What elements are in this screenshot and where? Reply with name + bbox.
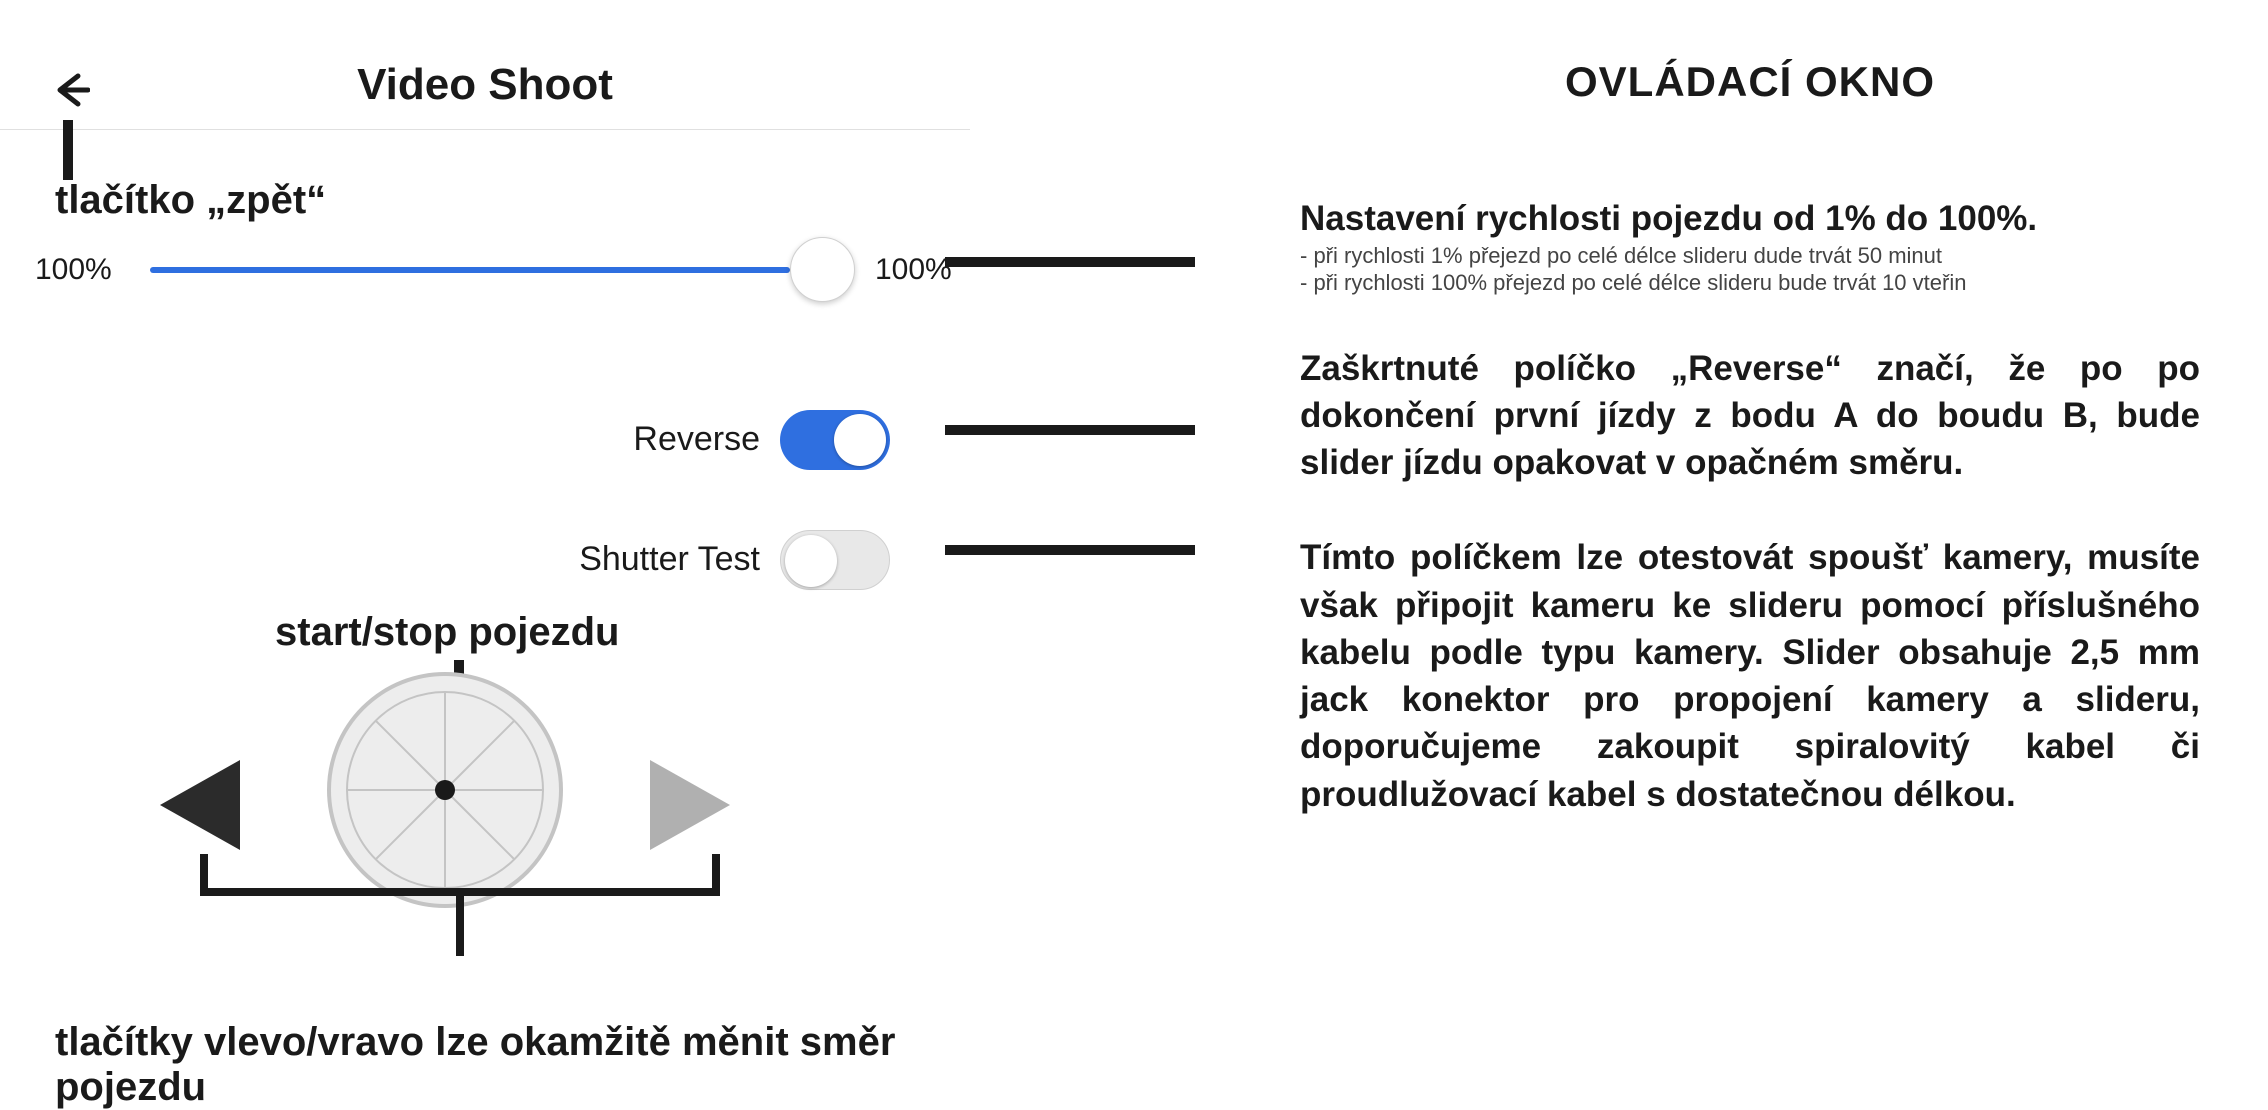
- reverse-label: Reverse: [633, 420, 760, 459]
- annotation-bracket-arrows: [200, 888, 720, 896]
- direction-right-button[interactable]: [650, 760, 730, 855]
- annotation-pointer-shutter: [945, 545, 1195, 555]
- speed-min-label: 100%: [35, 253, 112, 287]
- speed-slider-knob[interactable]: [790, 237, 855, 302]
- annotation-pointer-back: [63, 120, 73, 180]
- annotation-pointer-reverse: [945, 425, 1195, 435]
- annotation-pointer-speed: [945, 257, 1195, 267]
- shutter-explanation: Tímto políčkem lze otestovát spoušť kame…: [1300, 534, 2200, 818]
- playback-controls: [160, 660, 720, 940]
- app-screenshot-panel: Video Shoot tlačítko „zpět“ 100% 100% Re…: [0, 0, 1000, 1080]
- explanation-panel: OVLÁDACÍ OKNO Nastavení rychlosti pojezd…: [1300, 0, 2200, 1080]
- speed-slider-row: 100% 100%: [35, 245, 965, 315]
- speed-note-1: - při rychlosti 1% přejezd po celé délce…: [1300, 242, 2200, 270]
- annotation-startstop-label: start/stop pojezdu: [275, 610, 619, 655]
- speed-heading: Nastavení rychlosti pojezdu od 1% do 100…: [1300, 196, 2200, 242]
- aperture-icon: [325, 670, 565, 910]
- app-header: Video Shoot: [0, 0, 970, 130]
- reverse-explanation: Zaškrtnuté políčko „Reverse“ značí, že p…: [1300, 345, 2200, 487]
- reverse-row: Reverse: [0, 400, 930, 480]
- speed-max-label: 100%: [875, 253, 952, 287]
- shutter-label: Shutter Test: [579, 540, 760, 579]
- speed-note-2: - při rychlosti 100% přejezd po celé dél…: [1300, 269, 2200, 297]
- annotation-back-label: tlačítko „zpět“: [55, 178, 326, 223]
- shutter-dial-button[interactable]: [325, 670, 565, 910]
- page-title: Video Shoot: [0, 60, 970, 110]
- triangle-left-icon: [160, 760, 240, 850]
- shutter-row: Shutter Test: [0, 520, 930, 600]
- reverse-toggle[interactable]: [780, 410, 890, 470]
- triangle-right-icon: [650, 760, 730, 850]
- reverse-toggle-knob: [834, 414, 886, 466]
- annotation-bottom-label: tlačítky vlevo/vravo lze okamžitě měnit …: [55, 1020, 1000, 1110]
- speed-slider-track[interactable]: [150, 267, 790, 273]
- explanation-title: OVLÁDACÍ OKNO: [1300, 58, 2200, 106]
- direction-left-button[interactable]: [160, 760, 240, 855]
- shutter-toggle[interactable]: [780, 530, 890, 590]
- shutter-toggle-knob: [785, 535, 837, 587]
